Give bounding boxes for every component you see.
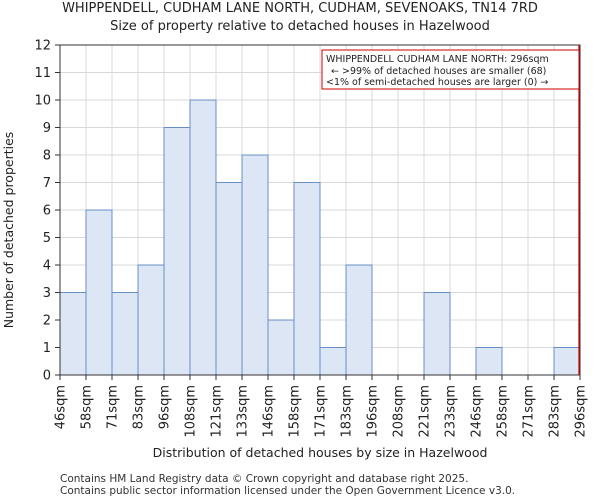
histogram-bar [553, 347, 581, 376]
histogram-bar [293, 182, 321, 376]
x-tick-label: 133sqm [236, 385, 251, 438]
histogram-bar [319, 347, 347, 376]
y-tick-label: 8 [43, 149, 51, 164]
histogram-bar [111, 292, 139, 376]
histogram-bar [215, 182, 243, 376]
x-axis-label: Distribution of detached houses by size … [153, 445, 488, 460]
y-tick-label: 7 [43, 176, 51, 191]
x-tick-label: 258sqm [496, 385, 511, 438]
histogram-bar [85, 209, 113, 376]
histogram-bar [475, 347, 503, 376]
chart-subtitle: Size of property relative to detached ho… [110, 19, 490, 34]
chart-title: WHIPPENDELL, CUDHAM LANE NORTH, CUDHAM, … [62, 1, 538, 16]
histogram-bar [345, 264, 373, 376]
histogram-bar [423, 292, 451, 376]
histogram-bar [267, 319, 295, 376]
x-tick-label: 296sqm [574, 385, 589, 438]
x-tick-label: 283sqm [548, 385, 563, 438]
x-tick-label: 83sqm [132, 385, 147, 429]
x-tick-label: 208sqm [392, 385, 407, 438]
x-tick-label: 183sqm [340, 385, 355, 438]
annotation-line-3: <1% of semi-detached houses are larger (… [326, 77, 548, 88]
y-tick-label: 11 [34, 66, 51, 81]
annotation-frame [321, 49, 580, 90]
histogram-bar [137, 264, 165, 376]
x-tick-label: 171sqm [314, 385, 329, 438]
y-tick-label: 4 [43, 259, 51, 274]
x-tick-label: 58sqm [80, 385, 95, 429]
y-tick-label: 10 [34, 94, 51, 109]
x-tick-label: 196sqm [366, 385, 381, 438]
y-axis-label: Number of detached properties [1, 132, 16, 329]
y-tick-label: 12 [34, 39, 51, 54]
x-tick-label: 96sqm [158, 385, 173, 429]
y-tick-label: 3 [43, 286, 51, 301]
annotation-box: WHIPPENDELL CUDHAM LANE NORTH: 296sqm ← … [321, 49, 580, 90]
x-tick-label: 246sqm [470, 385, 485, 438]
annotation-line-1: WHIPPENDELL CUDHAM LANE NORTH: 296sqm [326, 54, 549, 65]
y-tick-label: 9 [43, 121, 51, 136]
histogram-bar [189, 99, 217, 376]
footer-copyright: Contains HM Land Registry data © Crown c… [60, 473, 469, 485]
y-tick-label: 5 [43, 231, 51, 246]
x-tick-label: 121sqm [210, 385, 225, 438]
x-tick-label: 271sqm [522, 385, 537, 438]
x-tick-label: 108sqm [184, 385, 199, 438]
footer-licence: Contains public sector information licen… [60, 485, 516, 497]
y-tick-label: 1 [43, 341, 51, 356]
histogram-bar [59, 292, 87, 376]
x-tick-label: 46sqm [54, 385, 69, 429]
histogram-bar [163, 127, 191, 376]
y-tick-label: 0 [43, 369, 51, 384]
histogram-bar [241, 154, 269, 376]
x-tick-label: 233sqm [444, 385, 459, 438]
x-tick-label: 221sqm [418, 385, 433, 438]
annotation-line-2: ← >99% of detached houses are smaller (6… [331, 66, 546, 77]
y-tick-label: 6 [43, 204, 51, 219]
x-tick-label: 146sqm [262, 385, 277, 438]
x-tick-label: 71sqm [106, 385, 121, 429]
x-tick-label: 158sqm [288, 385, 303, 438]
y-tick-label: 2 [43, 314, 51, 329]
